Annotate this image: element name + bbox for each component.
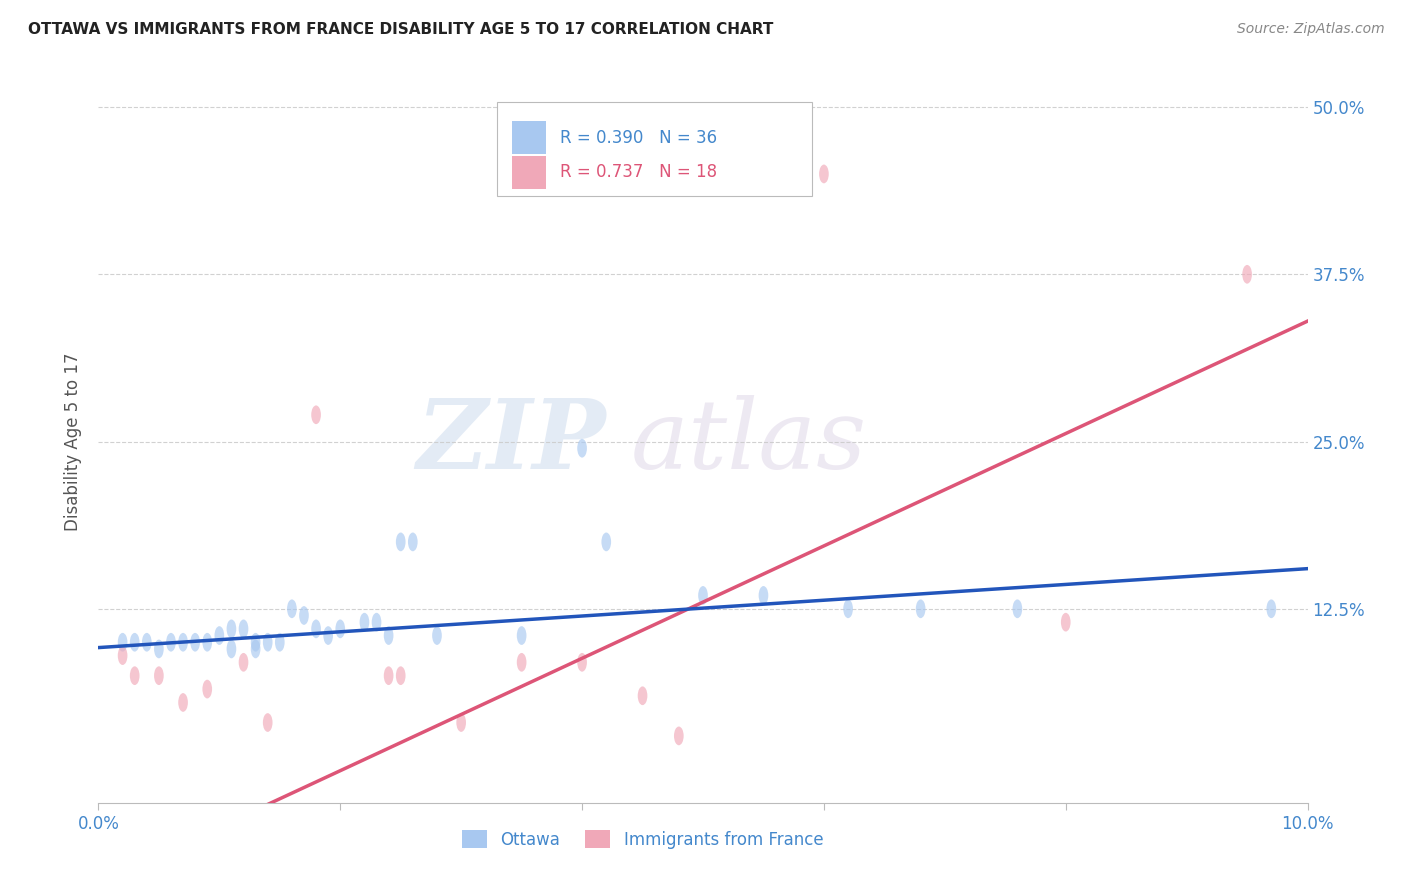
Ellipse shape [915, 599, 925, 618]
Ellipse shape [155, 666, 163, 685]
Text: OTTAWA VS IMMIGRANTS FROM FRANCE DISABILITY AGE 5 TO 17 CORRELATION CHART: OTTAWA VS IMMIGRANTS FROM FRANCE DISABIL… [28, 22, 773, 37]
Ellipse shape [457, 714, 465, 731]
Ellipse shape [155, 640, 163, 658]
Ellipse shape [602, 533, 612, 551]
Ellipse shape [396, 666, 405, 685]
Ellipse shape [276, 633, 284, 651]
Text: Source: ZipAtlas.com: Source: ZipAtlas.com [1237, 22, 1385, 37]
Ellipse shape [250, 633, 260, 651]
Ellipse shape [166, 633, 176, 651]
Ellipse shape [1062, 613, 1070, 632]
Ellipse shape [844, 599, 853, 618]
Bar [512, 121, 546, 154]
Ellipse shape [820, 165, 828, 184]
Ellipse shape [1243, 265, 1251, 284]
Ellipse shape [323, 626, 333, 645]
Ellipse shape [638, 687, 647, 705]
Ellipse shape [396, 533, 405, 551]
Text: R = 0.737   N = 18: R = 0.737 N = 18 [561, 163, 717, 181]
Ellipse shape [759, 586, 768, 605]
Ellipse shape [311, 620, 321, 639]
Ellipse shape [517, 653, 526, 672]
Ellipse shape [179, 693, 188, 712]
Ellipse shape [215, 626, 224, 645]
Text: atlas: atlas [630, 394, 866, 489]
Ellipse shape [384, 666, 394, 685]
Ellipse shape [311, 405, 321, 424]
Ellipse shape [118, 646, 128, 665]
Ellipse shape [202, 633, 212, 651]
Legend: Ottawa, Immigrants from France: Ottawa, Immigrants from France [463, 830, 823, 848]
Ellipse shape [179, 633, 188, 651]
Ellipse shape [371, 613, 381, 632]
Ellipse shape [129, 633, 139, 651]
Ellipse shape [226, 640, 236, 658]
Ellipse shape [408, 533, 418, 551]
Ellipse shape [336, 620, 344, 639]
Y-axis label: Disability Age 5 to 17: Disability Age 5 to 17 [63, 352, 82, 531]
Ellipse shape [118, 633, 128, 651]
Ellipse shape [517, 626, 526, 645]
Ellipse shape [287, 599, 297, 618]
Bar [512, 156, 546, 189]
Ellipse shape [1267, 599, 1277, 618]
Ellipse shape [239, 653, 249, 672]
Ellipse shape [263, 633, 273, 651]
Ellipse shape [1012, 599, 1022, 618]
Ellipse shape [578, 439, 586, 458]
Ellipse shape [299, 607, 309, 624]
Ellipse shape [250, 640, 260, 658]
Ellipse shape [202, 680, 212, 698]
Ellipse shape [226, 620, 236, 639]
Ellipse shape [384, 626, 394, 645]
Ellipse shape [360, 613, 370, 632]
Ellipse shape [699, 586, 707, 605]
Ellipse shape [673, 726, 683, 746]
Ellipse shape [129, 666, 139, 685]
Text: ZIP: ZIP [416, 394, 606, 489]
Ellipse shape [239, 620, 249, 639]
FancyBboxPatch shape [498, 102, 811, 196]
Ellipse shape [190, 633, 200, 651]
Text: R = 0.390   N = 36: R = 0.390 N = 36 [561, 128, 717, 146]
Ellipse shape [263, 714, 273, 731]
Ellipse shape [142, 633, 152, 651]
Ellipse shape [432, 626, 441, 645]
Ellipse shape [578, 653, 586, 672]
